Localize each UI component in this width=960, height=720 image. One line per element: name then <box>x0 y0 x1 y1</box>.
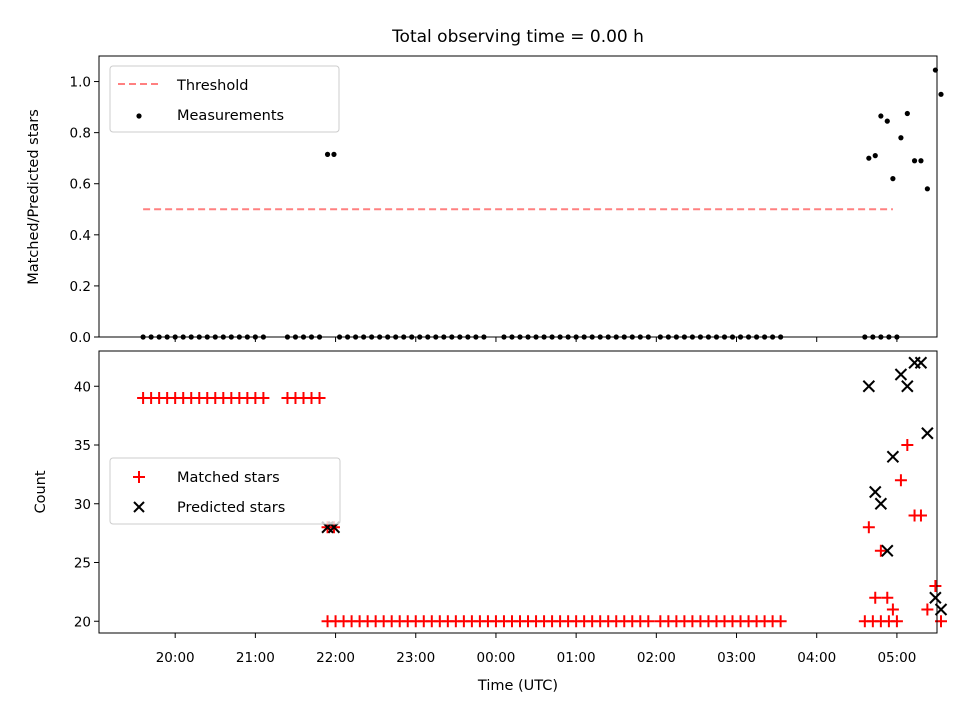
legend-matched-label: Matched stars <box>177 470 280 486</box>
top-y-ticks: 0.0 0.2 0.4 0.6 0.8 1.0 <box>70 75 99 346</box>
measurement-point <box>911 158 918 164</box>
top-y-tick-label: 1.0 <box>70 75 91 91</box>
top-legend-box <box>109 65 340 133</box>
bottom-legend: Matched stars Predicted stars <box>109 457 341 525</box>
figure-title: Total observing time = 0.00 h <box>391 27 644 47</box>
matched-star-point <box>921 603 934 616</box>
measurement-point <box>924 186 930 192</box>
x-tick-label: 04:00 <box>797 650 836 666</box>
x-tick-label: 21:00 <box>236 650 275 666</box>
legend-predicted-label: Predicted stars <box>177 500 285 516</box>
matched-star-point <box>886 603 899 616</box>
top-y-tick-label: 0.2 <box>70 279 91 295</box>
legend-measurements-swatch <box>136 113 142 119</box>
x-tick-label: 01:00 <box>557 650 596 666</box>
bottom-y-tick-label: 20 <box>74 614 91 630</box>
bottom-plot-area <box>137 356 948 628</box>
x-tick-label: 02:00 <box>637 650 676 666</box>
measurement-point <box>324 151 331 157</box>
legend-predicted-swatch <box>133 501 145 513</box>
bottom-axes-frame <box>98 350 938 634</box>
x-tick-label: 05:00 <box>877 650 916 666</box>
measurement-point <box>904 110 910 117</box>
predicted-star-point <box>914 356 928 369</box>
legend-matched-swatch <box>133 471 145 483</box>
matched-star-point <box>313 392 326 404</box>
matched-star-point <box>774 615 787 628</box>
measurement-point <box>866 155 872 161</box>
predicted-star-point <box>886 450 900 463</box>
predicted-star-point <box>929 591 942 604</box>
matched-star-point <box>929 580 942 592</box>
predicted-star-point <box>862 380 876 393</box>
predicted-star-point <box>894 368 908 381</box>
bottom-axes: Count Time (UTC) 20 25 30 35 40 20:00 21:00 22… <box>33 350 948 694</box>
matched-star-point <box>914 509 927 522</box>
measurement-point <box>872 153 878 159</box>
predicted-star-point <box>921 427 934 440</box>
bottom-x-ticks: 20:00 21:00 22:00 23:00 00:00 01:00 02:00 03:00… <box>156 633 916 666</box>
top-y-axis-label: Matched/Predicted stars <box>26 109 42 285</box>
bottom-y-tick-label: 25 <box>74 556 91 572</box>
bottom-y-axis-label: Count <box>33 470 49 513</box>
bottom-y-tick-label: 40 <box>74 379 91 395</box>
bottom-legend-box <box>109 457 341 525</box>
matched-star-point <box>869 591 882 604</box>
top-axes-frame <box>98 55 938 338</box>
bottom-y-tick-label: 35 <box>74 438 91 454</box>
x-tick-label: 03:00 <box>717 650 756 666</box>
top-y-tick-label: 0.6 <box>70 177 91 193</box>
measurement-point <box>898 135 904 141</box>
top-y-tick-label: 0.4 <box>70 228 91 244</box>
x-tick-label: 00:00 <box>476 650 515 666</box>
x-tick-label: 22:00 <box>316 650 355 666</box>
measurement-point <box>884 118 890 124</box>
matched-star-point <box>874 544 887 557</box>
measurement-point <box>878 113 884 119</box>
legend-threshold-label: Threshold <box>176 78 248 94</box>
predicted-star-point <box>901 380 914 393</box>
matched-star-point <box>890 615 903 628</box>
measurement-point <box>331 151 337 157</box>
top-y-tick-label: 0.0 <box>70 330 91 346</box>
measurement-point <box>890 176 896 182</box>
x-axis-label: Time (UTC) <box>477 678 558 694</box>
top-y-tick-label: 0.8 <box>70 126 91 142</box>
predicted-star-point <box>869 485 882 499</box>
bottom-y-ticks: 20 25 30 35 40 <box>74 379 99 630</box>
matched-star-point <box>642 615 655 628</box>
predicted-star-point <box>874 497 888 510</box>
predicted-star-point <box>881 544 894 557</box>
matched-star-point <box>901 439 914 451</box>
legend-measurements-label: Measurements <box>177 108 284 124</box>
x-tick-label: 20:00 <box>156 650 195 666</box>
matched-star-point <box>881 591 894 604</box>
top-axes: Matched/Predicted stars 0.0 0.2 0.4 0.6 0.8 1… <box>26 55 944 346</box>
top-legend: Threshold Measurements <box>109 65 340 133</box>
bottom-y-tick-label: 30 <box>74 497 91 513</box>
measurement-point <box>938 91 944 97</box>
measurement-point <box>918 158 924 164</box>
matched-star-point <box>894 474 907 487</box>
x-tick-label: 23:00 <box>396 650 435 666</box>
matched-star-point <box>257 392 270 404</box>
matched-star-point <box>862 521 875 534</box>
